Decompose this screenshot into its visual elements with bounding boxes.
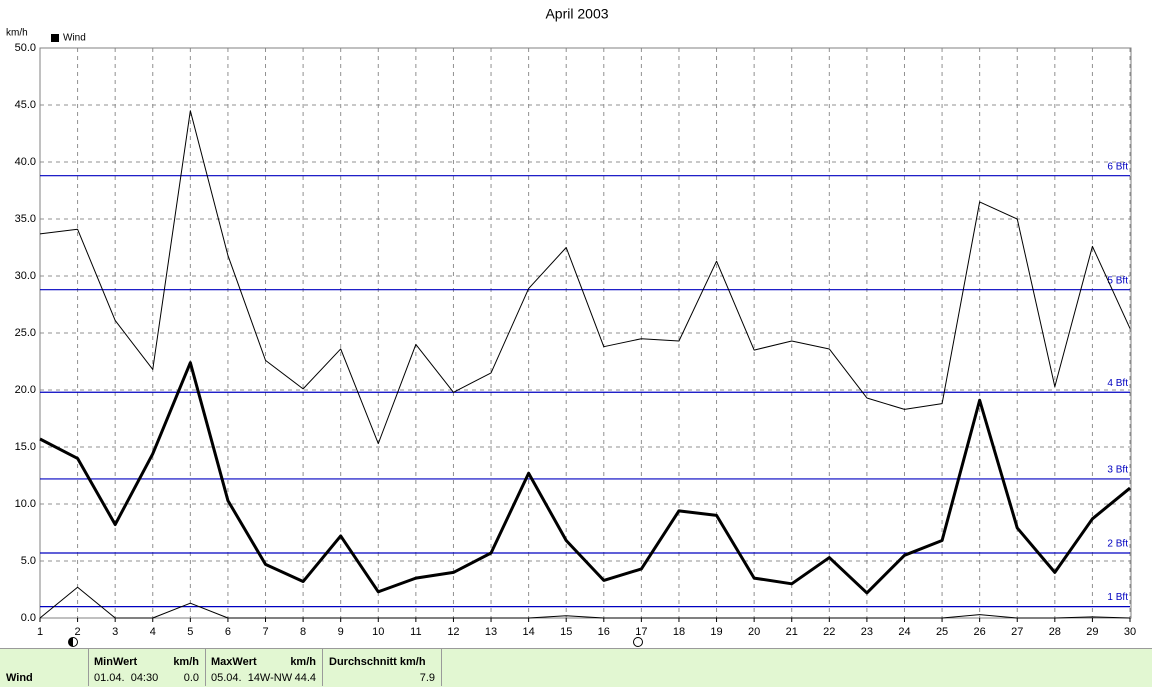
y-tick-label: 30.0 xyxy=(15,270,36,282)
beaufort-label: 3 Bft xyxy=(1107,465,1128,476)
x-tick-label: 2 xyxy=(75,626,81,638)
max-header: MaxWert xyxy=(211,656,257,668)
y-tick-label: 10.0 xyxy=(15,498,36,510)
chart-title: April 2003 xyxy=(545,6,608,22)
beaufort-label: 4 Bft xyxy=(1107,378,1128,389)
x-tick-label: 3 xyxy=(112,626,118,638)
avg-header: Durchschnitt km/h xyxy=(329,656,426,668)
x-tick-label: 7 xyxy=(262,626,268,638)
x-tick-label: 19 xyxy=(710,626,722,638)
x-tick-label: 27 xyxy=(1011,626,1023,638)
beaufort-label: 1 Bft xyxy=(1107,592,1128,603)
y-tick-label: 45.0 xyxy=(15,99,36,111)
summary-cell: Wind xyxy=(0,649,89,686)
chart: April 2003 km/h Wind 0.0 5.0 10.0 15.0 20.0 2… xyxy=(6,6,1136,647)
x-tick-label: 29 xyxy=(1086,626,1098,638)
summary-cell: MaxWert km/h 05.04. 14W-NW 44.4 xyxy=(206,649,323,686)
x-tick-label: 14 xyxy=(522,626,534,638)
series-line xyxy=(39,110,1131,445)
x-tick-label: 12 xyxy=(447,626,459,638)
plot-frame xyxy=(39,47,1132,619)
y-tick-label: 35.0 xyxy=(15,213,36,225)
y-tick-label: 0.0 xyxy=(21,612,36,624)
x-tick-label: 6 xyxy=(225,626,231,638)
legend-label: Wind xyxy=(63,33,86,44)
y-tick-label: 20.0 xyxy=(15,384,36,396)
x-tick-label: 25 xyxy=(936,626,948,638)
min-unit: km/h xyxy=(173,656,199,668)
x-tick-label: 21 xyxy=(786,626,798,638)
x-tick-label: 17 xyxy=(635,626,647,638)
x-tick-label: 15 xyxy=(560,626,572,638)
beaufort-label: 5 Bft xyxy=(1107,275,1128,286)
x-tick-label: 8 xyxy=(300,626,306,638)
x-tick-label: 23 xyxy=(861,626,873,638)
x-tick-label: 24 xyxy=(898,626,910,638)
moon-icon xyxy=(633,637,643,647)
y-tick-label: 15.0 xyxy=(15,441,36,453)
x-tick-label: 30 xyxy=(1124,626,1136,638)
min-time: 01.04. 04:30 xyxy=(94,672,159,684)
max-value: 44.4 xyxy=(294,672,316,684)
x-tick-label: 22 xyxy=(823,626,835,638)
x-tick-label: 10 xyxy=(372,626,384,638)
y-tick-label: 5.0 xyxy=(21,555,36,567)
x-tick-label: 26 xyxy=(974,626,986,638)
summary-cell: MinWert km/h 01.04. 04:30 0.0 xyxy=(89,649,206,686)
y-tick-label: 50.0 xyxy=(15,42,36,54)
x-tick-label: 28 xyxy=(1049,626,1061,638)
max-time: 05.04. 14W-NW xyxy=(211,672,293,684)
y-tick-label: 40.0 xyxy=(15,156,36,168)
x-tick-label: 20 xyxy=(748,626,760,638)
avg-value: 7.9 xyxy=(419,672,435,684)
beaufort-label: 6 Bft xyxy=(1107,161,1128,172)
y-tick-label: 25.0 xyxy=(15,327,36,339)
x-tick-label: 4 xyxy=(150,626,156,638)
summary-bar: Wind MinWert km/h 01.04. 04:30 0.0 MaxWe… xyxy=(0,648,1152,687)
summary-cell: Durchschnitt km/h 7.9 xyxy=(323,649,442,686)
min-header: MinWert xyxy=(94,656,138,668)
min-value: 0.0 xyxy=(183,672,199,684)
x-tick-label: 13 xyxy=(485,626,497,638)
summary-label: Wind xyxy=(6,672,33,684)
series-line xyxy=(39,586,1131,619)
x-tick-label: 16 xyxy=(598,626,610,638)
max-unit: km/h xyxy=(290,656,316,668)
beaufort-label: 2 Bft xyxy=(1107,539,1128,550)
series-line xyxy=(39,361,1131,595)
x-tick-label: 18 xyxy=(673,626,685,638)
moon-icon xyxy=(68,637,73,647)
moon-icons xyxy=(68,637,643,647)
y-axis-label: km/h xyxy=(6,28,28,39)
x-tick-label: 11 xyxy=(410,626,421,638)
x-tick-label: 1 xyxy=(37,626,43,638)
legend-swatch xyxy=(51,34,59,42)
x-tick-label: 5 xyxy=(187,626,193,638)
x-tick-label: 9 xyxy=(338,626,344,638)
